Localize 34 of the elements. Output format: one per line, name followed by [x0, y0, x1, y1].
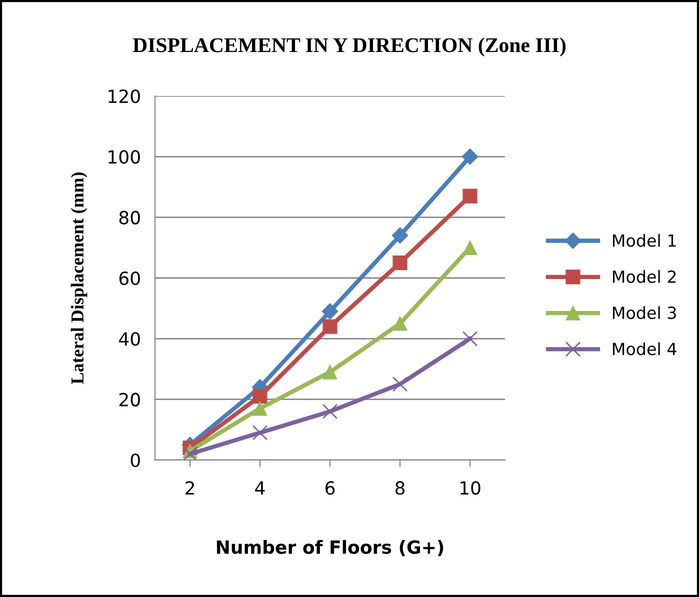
x-tick-label: 2	[186, 481, 194, 495]
point	[462, 148, 478, 165]
y-tick-label: 120	[108, 89, 140, 104]
point	[392, 227, 408, 244]
x-tick-label: 6	[326, 481, 335, 495]
y-axis-title: Lateral Displacement (mm)	[70, 172, 88, 384]
point	[392, 256, 408, 270]
point	[392, 316, 408, 331]
point	[252, 425, 268, 440]
x-tick-label: 8	[395, 481, 405, 495]
y-tick-label: 80	[119, 210, 140, 224]
legend-label: Model 4	[612, 342, 676, 356]
point	[322, 303, 338, 320]
point	[392, 376, 408, 392]
chart-title: DISPLACEMENT IN Y DIRECTION (Zone III)	[132, 38, 566, 56]
x-tick-label: 10	[460, 481, 480, 495]
point	[322, 404, 338, 420]
y-tick-label: 0	[130, 453, 140, 468]
legend-label: Model 1	[612, 234, 676, 247]
point	[252, 401, 268, 416]
x-tick-label: 4	[255, 481, 265, 495]
y-tick-label: 20	[119, 392, 140, 406]
point	[462, 188, 478, 204]
point	[322, 364, 338, 380]
x-axis-title: Number of Floors (G+)	[216, 540, 444, 556]
legend-label: Model 2	[612, 270, 676, 283]
legend-label: Model 3	[612, 306, 676, 320]
point	[462, 240, 478, 255]
point	[322, 319, 338, 334]
y-tick-label: 40	[119, 332, 140, 346]
point	[462, 331, 478, 346]
y-tick-label: 100	[108, 150, 140, 164]
point	[252, 389, 268, 404]
y-tick-label: 60	[119, 271, 140, 286]
